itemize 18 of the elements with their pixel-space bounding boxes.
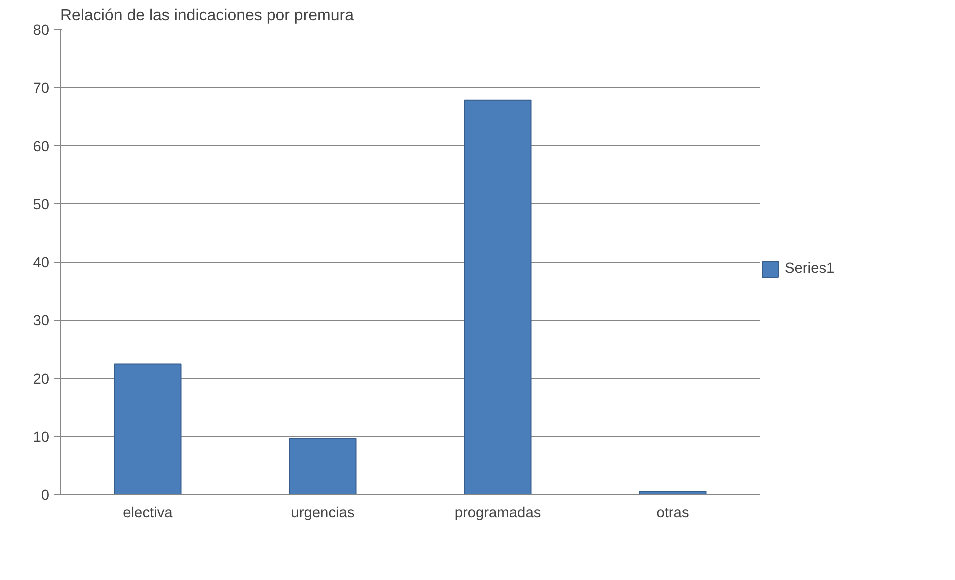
x-tick-label: otras [656, 506, 690, 522]
bar [289, 438, 357, 494]
y-tick-label: 20 [33, 372, 50, 388]
chart-title: Relación de las indicaciones por premura [60, 8, 354, 24]
y-tick-label: 70 [33, 81, 50, 98]
bar [464, 100, 532, 494]
y-tick-label: 10 [33, 430, 50, 446]
bar [114, 364, 182, 494]
y-tick-label: 80 [33, 23, 50, 39]
x-tick-label: urgencias [291, 506, 355, 522]
y-tick-label: 30 [33, 314, 50, 330]
y-tick-label: 50 [33, 197, 50, 214]
y-tick-label: 0 [41, 488, 50, 504]
y-tick-label: 40 [33, 256, 50, 272]
legend-label: Series1 [785, 261, 835, 277]
x-tick-label: programadas [454, 506, 542, 522]
x-tick-label: electiva [123, 506, 174, 522]
y-tick-label: 60 [33, 139, 50, 156]
